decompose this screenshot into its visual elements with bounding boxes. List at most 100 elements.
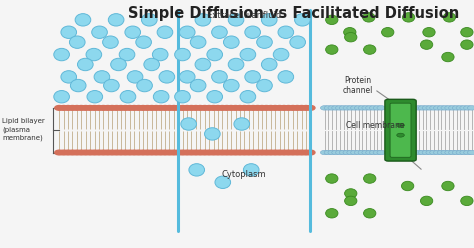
- Circle shape: [227, 150, 236, 155]
- Circle shape: [253, 150, 262, 155]
- Circle shape: [125, 106, 134, 110]
- Circle shape: [165, 150, 174, 155]
- Circle shape: [419, 150, 427, 155]
- Circle shape: [174, 150, 183, 155]
- Text: Extracellular fluid: Extracellular fluid: [207, 11, 281, 20]
- Circle shape: [430, 106, 438, 110]
- Circle shape: [445, 150, 453, 155]
- Text: Simple Diffusion vs Facilitated Diffusion: Simple Diffusion vs Facilitated Diffusio…: [128, 6, 459, 21]
- Ellipse shape: [54, 91, 69, 103]
- Ellipse shape: [86, 48, 101, 61]
- Circle shape: [86, 106, 95, 110]
- Circle shape: [377, 150, 385, 155]
- Ellipse shape: [228, 14, 244, 26]
- Ellipse shape: [363, 13, 375, 22]
- Circle shape: [249, 106, 258, 110]
- Circle shape: [103, 106, 112, 110]
- Ellipse shape: [245, 71, 261, 83]
- Circle shape: [275, 150, 284, 155]
- Circle shape: [90, 150, 99, 155]
- Ellipse shape: [108, 14, 124, 26]
- Circle shape: [125, 150, 134, 155]
- Ellipse shape: [207, 48, 223, 61]
- Ellipse shape: [345, 189, 357, 198]
- Circle shape: [351, 150, 359, 155]
- Circle shape: [249, 150, 258, 155]
- Circle shape: [365, 106, 374, 110]
- Circle shape: [284, 150, 293, 155]
- Ellipse shape: [326, 209, 338, 218]
- Circle shape: [64, 106, 73, 110]
- Ellipse shape: [364, 45, 376, 54]
- Circle shape: [320, 106, 329, 110]
- Circle shape: [121, 150, 130, 155]
- Ellipse shape: [326, 15, 338, 25]
- Circle shape: [81, 106, 90, 110]
- Circle shape: [138, 106, 147, 110]
- Circle shape: [397, 123, 404, 127]
- Ellipse shape: [211, 71, 228, 83]
- Circle shape: [218, 106, 227, 110]
- Circle shape: [301, 150, 310, 155]
- Circle shape: [266, 106, 275, 110]
- Circle shape: [288, 150, 297, 155]
- Ellipse shape: [344, 28, 356, 37]
- Ellipse shape: [137, 79, 152, 92]
- Ellipse shape: [204, 128, 220, 140]
- Circle shape: [152, 106, 161, 110]
- Circle shape: [377, 106, 385, 110]
- Ellipse shape: [190, 36, 206, 48]
- Circle shape: [362, 106, 370, 110]
- Circle shape: [134, 150, 143, 155]
- Ellipse shape: [154, 91, 169, 103]
- Circle shape: [112, 150, 121, 155]
- Ellipse shape: [401, 181, 414, 191]
- Ellipse shape: [423, 28, 435, 37]
- Circle shape: [328, 150, 337, 155]
- Ellipse shape: [245, 26, 261, 38]
- Ellipse shape: [278, 26, 294, 38]
- Circle shape: [240, 106, 249, 110]
- Circle shape: [178, 106, 187, 110]
- Circle shape: [452, 150, 461, 155]
- Circle shape: [86, 150, 95, 155]
- Circle shape: [433, 106, 442, 110]
- Ellipse shape: [87, 91, 102, 103]
- Ellipse shape: [420, 196, 433, 206]
- Circle shape: [456, 106, 465, 110]
- Text: Cell membrane: Cell membrane: [346, 121, 404, 130]
- Circle shape: [306, 150, 315, 155]
- Circle shape: [301, 106, 310, 110]
- Ellipse shape: [119, 48, 135, 61]
- Circle shape: [415, 150, 423, 155]
- Circle shape: [231, 106, 240, 110]
- FancyBboxPatch shape: [390, 103, 411, 157]
- Circle shape: [59, 106, 68, 110]
- Circle shape: [156, 150, 165, 155]
- Circle shape: [448, 150, 457, 155]
- Circle shape: [205, 106, 214, 110]
- Ellipse shape: [211, 26, 228, 38]
- Text: Protein
channel: Protein channel: [343, 76, 373, 95]
- Circle shape: [336, 150, 344, 155]
- Text: Cytoplasm: Cytoplasm: [222, 170, 266, 179]
- Ellipse shape: [179, 71, 195, 83]
- Ellipse shape: [189, 164, 204, 176]
- Circle shape: [187, 106, 196, 110]
- Circle shape: [77, 106, 86, 110]
- Circle shape: [297, 106, 306, 110]
- Ellipse shape: [195, 14, 210, 26]
- Circle shape: [324, 106, 333, 110]
- Ellipse shape: [110, 58, 126, 71]
- Circle shape: [422, 150, 431, 155]
- Circle shape: [373, 150, 382, 155]
- Ellipse shape: [234, 118, 249, 130]
- Circle shape: [161, 150, 170, 155]
- Circle shape: [231, 150, 240, 155]
- Circle shape: [117, 150, 126, 155]
- Circle shape: [236, 150, 245, 155]
- Ellipse shape: [223, 79, 239, 92]
- Circle shape: [161, 106, 170, 110]
- Circle shape: [433, 150, 442, 155]
- Circle shape: [73, 150, 82, 155]
